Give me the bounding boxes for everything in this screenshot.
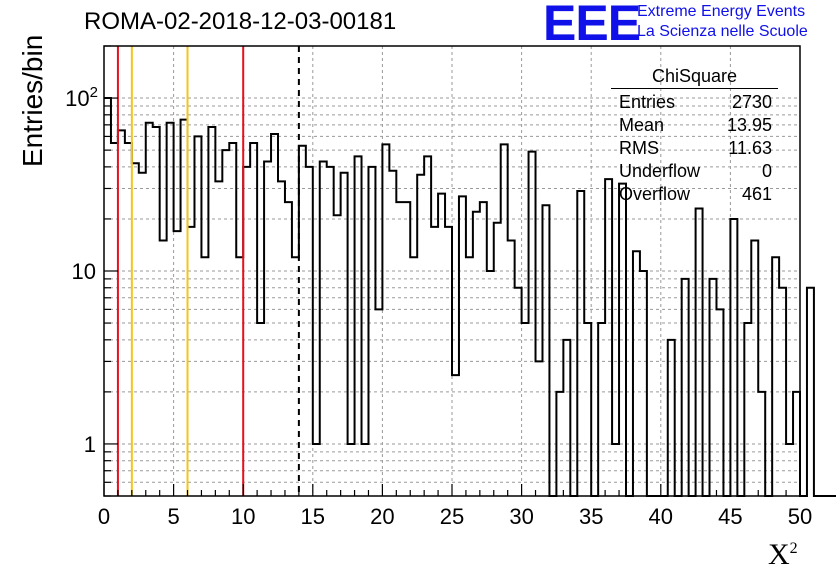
x-axis-label-base: X [768, 538, 790, 571]
stats-row-overflow: Overflow 461 [611, 183, 778, 206]
y-tick-label: 102 [65, 84, 98, 111]
y-tick-label: 10 [72, 259, 96, 284]
stats-title: ChiSquare [611, 66, 778, 89]
x-tick-label: 40 [649, 504, 673, 529]
stats-label: Mean [619, 115, 665, 135]
stats-label: Entries [619, 92, 676, 112]
logo-mark: EEE [543, 0, 641, 51]
eee-logo: EEE Extreme Energy Events La Scienza nel… [543, 0, 836, 51]
y-tick-label: 1 [84, 432, 96, 457]
x-tick-label: 45 [718, 504, 742, 529]
stats-value: 461 [741, 184, 772, 204]
x-tick-label: 15 [301, 504, 325, 529]
x-tick-label: 25 [440, 504, 464, 529]
x-tick-label: 30 [509, 504, 533, 529]
stats-value: 0 [761, 161, 772, 181]
stats-label: Overflow [619, 184, 691, 204]
stats-row-rms: RMS 11.63 [611, 137, 778, 160]
stats-value: 2730 [731, 92, 772, 112]
stats-row-underflow: Underflow 0 [611, 160, 778, 183]
x-tick-label: 35 [579, 504, 603, 529]
stats-label: Underflow [619, 161, 701, 181]
stats-box: ChiSquare Entries 2730 Mean 13.95 RMS 11.63… [611, 66, 778, 206]
x-axis-label: X2 [768, 538, 798, 572]
stats-row-entries: Entries 2730 [611, 91, 778, 114]
logo-line-1: Extreme Energy Events [637, 3, 806, 20]
x-tick-label: 50 [788, 504, 812, 529]
x-tick-label: 0 [98, 504, 110, 529]
histogram-line [104, 97, 836, 497]
stats-value: 11.63 [728, 138, 772, 158]
x-tick-label: 5 [167, 504, 179, 529]
x-tick-label: 20 [370, 504, 394, 529]
stats-value: 13.95 [726, 115, 772, 135]
x-tick-label: 10 [231, 504, 255, 529]
stats-label: RMS [619, 138, 659, 158]
logo-line-2: La Scienza nelle Scuole [637, 23, 808, 40]
x-axis-label-superscript: 2 [789, 540, 798, 557]
chart-title: ROMA-02-2018-12-03-00181 [84, 8, 397, 35]
stats-row-mean: Mean 13.95 [611, 114, 778, 137]
